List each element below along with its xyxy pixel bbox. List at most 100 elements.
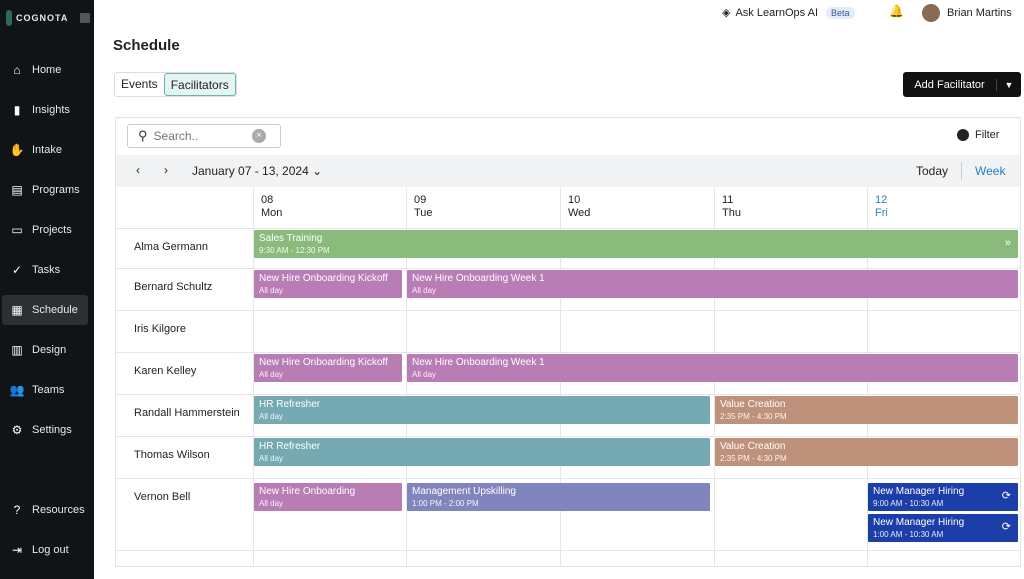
facilitator-name[interactable]: Vernon Bell [134, 491, 191, 503]
sidebar-item-design[interactable]: ▥ Design [2, 335, 88, 365]
row-divider [116, 550, 1020, 551]
event-title: New Hire Onboarding Week 1 [412, 273, 545, 284]
facilitator-name[interactable]: Bernard Schultz [134, 281, 213, 293]
event-block[interactable]: HR Refresher All day [254, 438, 710, 466]
event-title: Sales Training [259, 233, 323, 244]
view-tabs: Events Facilitators [114, 72, 237, 97]
user-name: Brian Martins [947, 7, 1012, 19]
day-header: 10 Wed [568, 194, 590, 220]
sidebar-item-tasks[interactable]: ✓ Tasks [2, 255, 88, 285]
ask-learnops-button[interactable]: ◈ Ask LearnOps AI Beta [722, 6, 855, 19]
sidebar-item-home[interactable]: ⌂ Home [2, 55, 88, 85]
day-header: 08 Mon [261, 194, 282, 220]
date-range-picker[interactable]: January 07 - 13, 2024 ⌄ [192, 164, 322, 178]
today-button[interactable]: Today [916, 164, 949, 178]
day-name: Mon [261, 207, 283, 219]
search-input[interactable]: ⚲ Search.. × [127, 124, 281, 148]
add-facilitator-button[interactable]: Add Facilitator ▼ [903, 72, 1021, 97]
logout-icon: ⇥ [11, 543, 23, 557]
event-block[interactable]: Value Creation 2:35 PM - 4:30 PM [715, 438, 1018, 466]
event-time: 1:00 AM - 10:30 AM [873, 530, 944, 539]
bell-icon[interactable]: 🔔 [889, 4, 904, 18]
help-icon: ? [13, 503, 21, 517]
filter-label: Filter [975, 129, 1000, 141]
event-time: All day [259, 454, 284, 463]
sidebar-item-schedule[interactable]: ▦ Schedule [2, 295, 88, 325]
filter-icon [957, 129, 969, 141]
event-title: New Hire Onboarding [259, 486, 356, 497]
column-divider [406, 188, 407, 566]
calendar-toolbar: ‹ › January 07 - 13, 2024 ⌄ Today Week [116, 155, 1020, 187]
event-block[interactable]: New Manager Hiring 9:00 AM - 10:30 AM ⟳ [868, 483, 1018, 511]
event-time: All day [412, 370, 437, 379]
event-block[interactable]: New Hire Onboarding All day [254, 483, 402, 511]
row-divider [116, 478, 1020, 479]
facilitator-name[interactable]: Thomas Wilson [134, 449, 210, 461]
day-number: 08 [261, 194, 274, 206]
row-divider [116, 394, 1020, 395]
avatar [922, 4, 940, 22]
caret-down-icon[interactable]: ▼ [1004, 79, 1014, 90]
bar-chart-icon: ▮ [13, 103, 21, 117]
event-block[interactable]: New Manager Hiring 1:00 AM - 10:30 AM ⟳ [868, 514, 1018, 542]
sidebar-item-resources[interactable]: ? Resources [2, 495, 88, 525]
sidebar-item-settings[interactable]: ⚙ Settings [2, 415, 88, 445]
user-menu[interactable]: Brian Martins [922, 4, 1012, 22]
row-divider [116, 268, 1020, 269]
home-icon: ⌂ [13, 63, 21, 77]
facilitator-name[interactable]: Randall Hammerstein [134, 407, 240, 419]
sidebar-item-intake[interactable]: ✋ Intake [2, 135, 88, 165]
facilitator-name[interactable]: Iris Kilgore [134, 323, 186, 335]
row-divider [116, 352, 1020, 353]
sidebar-item-log-out[interactable]: ⇥ Log out [2, 535, 88, 565]
tab-events[interactable]: Events [121, 77, 158, 91]
event-title: New Manager Hiring [873, 517, 965, 528]
facilitator-name[interactable]: Karen Kelley [134, 365, 197, 377]
sidebar-item-teams[interactable]: 👥 Teams [2, 375, 88, 405]
prev-week-icon[interactable]: ‹ [136, 163, 140, 177]
event-block[interactable]: Value Creation 2:35 PM - 4:30 PM [715, 396, 1018, 424]
stack-icon: ▤ [11, 183, 23, 197]
sidebar-item-projects[interactable]: ▭ Projects [2, 215, 88, 245]
event-block[interactable]: Management Upskilling 1:00 PM - 2:00 PM [407, 483, 710, 511]
event-block[interactable]: Sales Training 9:30 AM - 12:30 PM » [254, 230, 1018, 258]
schedule-panel [115, 117, 1021, 567]
day-name: Tue [414, 207, 433, 219]
sidebar: COGNOTA ⌂ Home ▮ Insights ✋ Intake ▤ Programs ▭ P… [0, 0, 94, 579]
clear-search-icon[interactable]: × [252, 129, 266, 143]
week-view-button[interactable]: Week [975, 164, 1006, 178]
event-block[interactable]: New Hire Onboarding Kickoff All day [254, 270, 402, 298]
facilitator-calendar-grid: 08 Mon 09 Tue 10 Wed 11 Thu 12 Fri Alma Germann Sal… [116, 188, 1020, 566]
event-block[interactable]: HR Refresher All day [254, 396, 710, 424]
document-icon: ▥ [11, 343, 23, 357]
facilitator-name[interactable]: Alma Germann [134, 241, 208, 253]
event-time: 2:35 PM - 4:30 PM [720, 412, 787, 421]
date-range-label: January 07 - 13, 2024 [192, 164, 309, 178]
sidebar-item-label: Projects [32, 224, 72, 236]
event-title: HR Refresher [259, 441, 321, 452]
event-title: New Hire Onboarding Kickoff [259, 357, 388, 368]
event-time: All day [259, 286, 284, 295]
event-block[interactable]: New Hire Onboarding Kickoff All day [254, 354, 402, 382]
filter-button[interactable]: Filter [957, 129, 999, 141]
brand-name: COGNOTA [16, 13, 69, 23]
ask-label: Ask LearnOps AI [735, 6, 819, 19]
event-time: 2:35 PM - 4:30 PM [720, 454, 787, 463]
sidebar-item-insights[interactable]: ▮ Insights [2, 95, 88, 125]
people-icon: 👥 [9, 383, 25, 397]
sparkle-icon: ◈ [722, 7, 731, 19]
event-time: All day [259, 499, 284, 508]
event-time: All day [412, 286, 437, 295]
tab-facilitators[interactable]: Facilitators [163, 73, 236, 96]
event-title: Management Upskilling [412, 486, 516, 497]
event-block[interactable]: New Hire Onboarding Week 1 All day [407, 270, 1018, 298]
event-time: All day [259, 412, 284, 421]
next-week-icon[interactable]: › [164, 163, 168, 177]
event-block[interactable]: New Hire Onboarding Week 1 All day [407, 354, 1018, 382]
sidebar-item-label: Intake [32, 144, 62, 156]
collapse-sidebar-icon[interactable] [80, 13, 91, 23]
add-facilitator-label[interactable]: Add Facilitator [903, 78, 997, 91]
day-number: 12 [875, 194, 888, 206]
sidebar-item-programs[interactable]: ▤ Programs [2, 175, 88, 205]
search-placeholder: Search.. [153, 129, 199, 143]
